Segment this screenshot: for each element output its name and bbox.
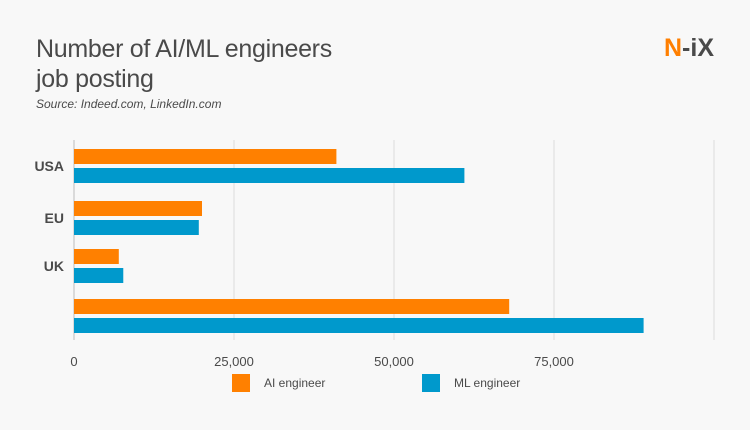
bar-ai xyxy=(74,299,510,314)
title-line-2: job posting xyxy=(36,65,154,93)
category-label: UK xyxy=(44,258,64,274)
x-tick-label: 75,000 xyxy=(534,354,574,369)
legend-label-ai: AI engineer xyxy=(264,376,326,390)
title-line-1: Number of AI/ML engineers xyxy=(36,35,332,63)
legend-label-ml: ML engineer xyxy=(454,376,521,390)
chart-source: Source: Indeed.com, LinkedIn.com xyxy=(36,97,222,111)
bar-ml xyxy=(74,268,124,283)
x-tick-label: 50,000 xyxy=(374,354,414,369)
legend-item-ai: AI engineer xyxy=(232,374,325,392)
x-tick-label: 0 xyxy=(70,354,77,369)
bar-ml xyxy=(74,168,465,183)
legend-swatch-ml xyxy=(422,374,440,392)
bar-ai xyxy=(74,149,337,164)
bar-ml xyxy=(74,318,644,333)
bar-ml xyxy=(74,220,199,235)
bar-ai xyxy=(74,201,202,216)
legend-item-ml: ML engineer xyxy=(422,374,520,392)
bar-ai xyxy=(74,249,119,264)
x-tick-label: 25,000 xyxy=(214,354,254,369)
category-label: USA xyxy=(34,158,64,174)
brand-logo: N-iX xyxy=(663,34,714,62)
category-label: EU xyxy=(45,210,64,226)
chart-title: Number of AI/ML engineers job posting xyxy=(36,34,332,94)
legend-swatch-ai xyxy=(232,374,250,392)
